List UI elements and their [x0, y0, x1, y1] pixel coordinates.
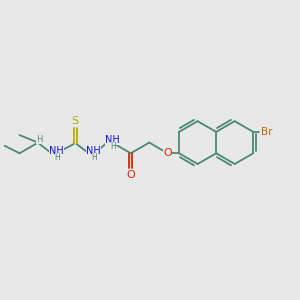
Text: H: H — [55, 153, 60, 162]
Text: H: H — [92, 153, 98, 162]
Text: NH: NH — [105, 135, 120, 145]
Text: S: S — [72, 116, 79, 126]
Text: Br: Br — [261, 127, 273, 137]
Text: O: O — [126, 170, 135, 180]
Text: NH: NH — [86, 146, 101, 156]
Text: H: H — [110, 142, 116, 151]
Text: NH: NH — [49, 146, 64, 156]
Text: H: H — [36, 134, 42, 143]
Text: O: O — [164, 148, 172, 158]
